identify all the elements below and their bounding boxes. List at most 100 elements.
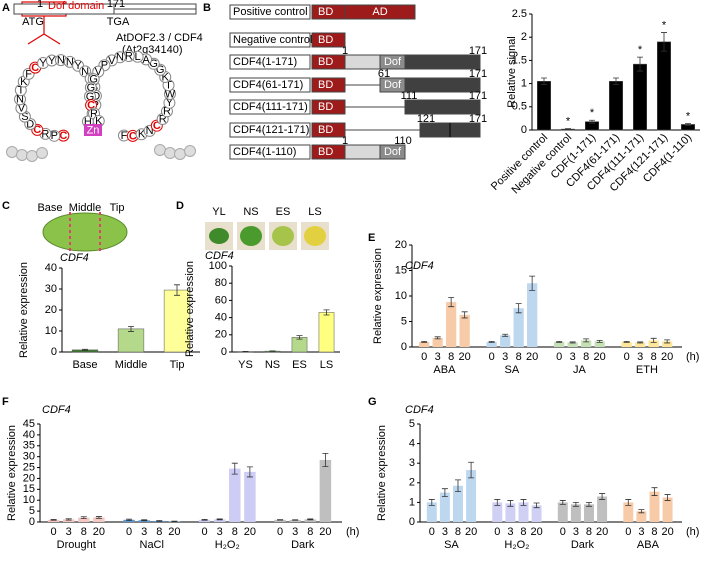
bar (657, 41, 671, 131)
y-axis-label: Relative expression (376, 425, 388, 521)
leaf-part-label: Tip (110, 202, 125, 214)
residue-letter: C (87, 100, 95, 112)
leaf-stage-label: ES (276, 206, 291, 218)
c-region (404, 77, 481, 93)
significance: * (590, 107, 595, 119)
x-tick-label: 3 (502, 351, 508, 363)
x-tick-label: 3 (570, 351, 576, 363)
chart-title: CDF4 (42, 404, 71, 416)
error-bar (128, 325, 134, 332)
bar (78, 517, 90, 522)
error-bar (529, 275, 536, 291)
bar (554, 341, 565, 347)
error-bar (231, 462, 238, 475)
residue-letter: G (87, 82, 96, 94)
dof-pointer (27, 16, 61, 45)
error-bar (269, 350, 276, 352)
start-position: 111 (401, 90, 418, 102)
group-label: Dark (571, 539, 595, 551)
residue-letter: N (116, 52, 124, 64)
x-tick-label: 0 (51, 526, 57, 538)
panel-label: G (368, 396, 377, 408)
tail-residue (6, 146, 18, 158)
bar (594, 341, 605, 347)
y-tick-label: 1.5 (512, 54, 527, 66)
residue-letter: Y (74, 60, 82, 72)
bar (633, 63, 647, 131)
panel-label: E (368, 232, 375, 244)
residue-letter: T (165, 80, 172, 92)
residue-letter: C (153, 120, 161, 132)
residue-letter: F (121, 130, 128, 142)
x-tick-label: 8 (307, 526, 313, 538)
tail-residue (174, 148, 186, 160)
construct-label-box (229, 144, 311, 160)
group-label: ETH (636, 364, 658, 376)
y-tick-label: 20 (215, 329, 227, 341)
residue-letter: V (18, 103, 26, 115)
gene-name: AtDOF2.3 / CDF4 (116, 32, 203, 44)
bar (291, 337, 308, 353)
error-bar (596, 339, 603, 343)
x-tick-label: Base (72, 359, 97, 371)
error-bar (520, 499, 527, 506)
tail-residue (184, 145, 196, 157)
bar (492, 502, 503, 522)
bar (419, 341, 430, 347)
x-tick-label: 20 (596, 526, 608, 538)
y-tick-label: 20 (23, 472, 35, 484)
residue-letter: C (129, 130, 137, 142)
error-bar (141, 519, 148, 522)
error-bar (664, 494, 671, 501)
residue-letter: D (26, 118, 34, 130)
y-tick-label: 5 (409, 418, 415, 430)
construct-label-box (229, 32, 311, 48)
error-bar (322, 453, 329, 467)
y-tick-label: 100 (209, 260, 227, 272)
residue-letter: H (84, 116, 92, 128)
y-tick-label: 5 (29, 505, 35, 517)
error-bar (651, 487, 658, 496)
y-tick-label: 0 (221, 346, 227, 358)
end-position: 110 (394, 135, 412, 147)
y-tick-label: 45 (23, 418, 35, 430)
x-tick-label: 8 (448, 351, 454, 363)
error-bar (323, 309, 330, 316)
residue-letter: V (108, 55, 116, 67)
construct-label: CDF4(121-171) (233, 124, 309, 136)
x-tick-label: 0 (489, 351, 495, 363)
bar (570, 504, 581, 522)
error-bar (613, 77, 619, 85)
residue-letter: K (162, 71, 170, 83)
y-tick-label: 15 (23, 483, 35, 495)
residue-letter: R (159, 113, 167, 125)
c-region (404, 99, 481, 115)
residue-letter: K (95, 115, 103, 127)
error-bar (428, 499, 435, 506)
group-label: Drought (57, 539, 96, 551)
residue-letter: N (16, 94, 24, 106)
error-bar (434, 336, 441, 340)
chart-title: CDF4 (60, 252, 89, 264)
group-label: JA (573, 364, 587, 376)
x-tick-label: 20 (459, 351, 471, 363)
x-tick-label: 3 (217, 526, 223, 538)
x-unit: (h) (346, 526, 359, 538)
construct-label-box (229, 99, 311, 115)
bar (623, 502, 634, 522)
residue-letter: R (41, 128, 49, 140)
y-tick-label: 1 (521, 78, 527, 90)
x-tick-label: 0 (560, 526, 566, 538)
residue-letter: G (149, 58, 158, 70)
error-bar (502, 333, 509, 337)
c-region (404, 54, 481, 70)
x-tick-label: 0 (556, 351, 562, 363)
x-tick-label: Tip (170, 359, 185, 371)
bar (198, 519, 211, 522)
panel-label: C (2, 200, 10, 212)
bar (117, 328, 145, 353)
error-bar (650, 337, 657, 343)
y-tick-label: 25 (23, 461, 35, 473)
error-bar (448, 297, 455, 308)
bar (567, 342, 578, 347)
